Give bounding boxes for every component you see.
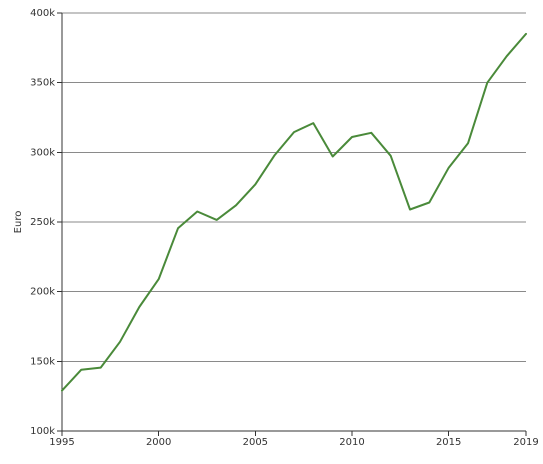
y-axis-label: Euro	[13, 211, 24, 234]
y-tick-label: 400k	[30, 8, 55, 19]
axis-layer	[57, 12, 527, 436]
y-tick-label: 150k	[30, 356, 55, 367]
x-tick-label: 2015	[436, 437, 461, 448]
x-tick-label: 1995	[49, 437, 74, 448]
x-tick-label: 2019	[513, 437, 538, 448]
label-layer: Euro 100k 150k 200k 250k 300k 350k 400k 1995 200…	[13, 8, 539, 448]
x-tick-label: 2000	[146, 437, 171, 448]
y-tick-label: 200k	[30, 287, 55, 298]
y-tick-label: 350k	[30, 78, 55, 89]
x-tick-label: 2005	[243, 437, 268, 448]
series-line	[61, 32, 527, 392]
series-layer	[61, 32, 527, 392]
x-tick-label: 2010	[339, 437, 364, 448]
y-tick-label: 300k	[30, 147, 55, 158]
y-tick-label: 250k	[30, 217, 55, 228]
grid-layer	[62, 12, 526, 362]
y-tick-label: 100k	[30, 426, 55, 437]
